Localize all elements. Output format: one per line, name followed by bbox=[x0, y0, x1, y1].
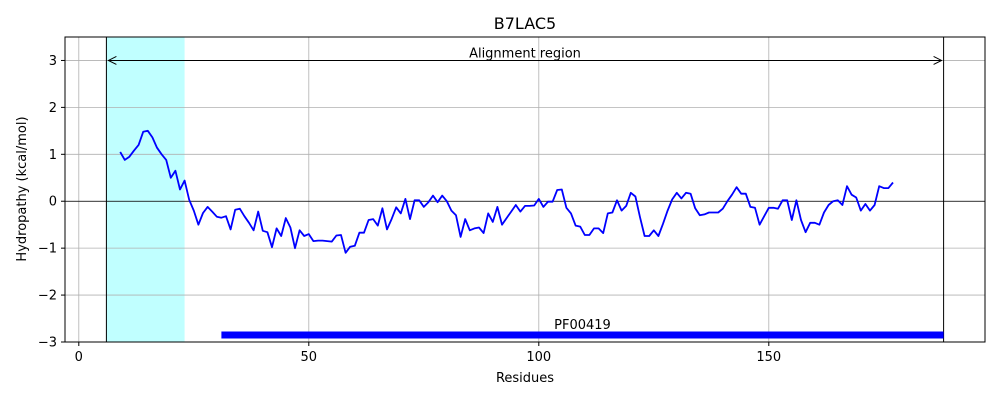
hydropathy-line bbox=[119, 129, 894, 254]
y-tick-label: −2 bbox=[38, 289, 57, 304]
plot-area bbox=[106, 37, 185, 342]
alignment-region-label: Alignment region bbox=[469, 46, 581, 61]
chart-title: B7LAC5 bbox=[494, 14, 556, 33]
axes: 0 50 100 150 −3 −2 −1 0 1 2 3 bbox=[38, 36, 986, 365]
alignment-arrow-head-left bbox=[107, 56, 117, 65]
plot-frame bbox=[64, 36, 986, 343]
y-tick-label: 0 bbox=[49, 195, 57, 210]
reference-lines bbox=[65, 37, 985, 342]
highlight-region bbox=[106, 37, 185, 342]
y-tick-label: −3 bbox=[38, 336, 57, 351]
series-layer bbox=[119, 129, 894, 254]
y-tick-label: 3 bbox=[49, 54, 57, 69]
x-tick-label: 0 bbox=[75, 350, 83, 365]
domain-bar-label: PF00419 bbox=[554, 318, 611, 333]
x-tick-label: 150 bbox=[756, 350, 781, 365]
annotation-layer: Alignment region PF00419 bbox=[107, 46, 944, 339]
x-axis-label: Residues bbox=[496, 371, 554, 386]
alignment-arrow-head-right bbox=[933, 56, 943, 65]
x-tick-label: 100 bbox=[526, 350, 551, 365]
y-tick-label: 1 bbox=[49, 148, 57, 163]
y-tick-label: −1 bbox=[38, 242, 57, 257]
y-tick-label: 2 bbox=[49, 101, 57, 116]
x-tick-label: 50 bbox=[301, 350, 318, 365]
y-axis-label: Hydropathy (kcal/mol) bbox=[15, 116, 30, 261]
